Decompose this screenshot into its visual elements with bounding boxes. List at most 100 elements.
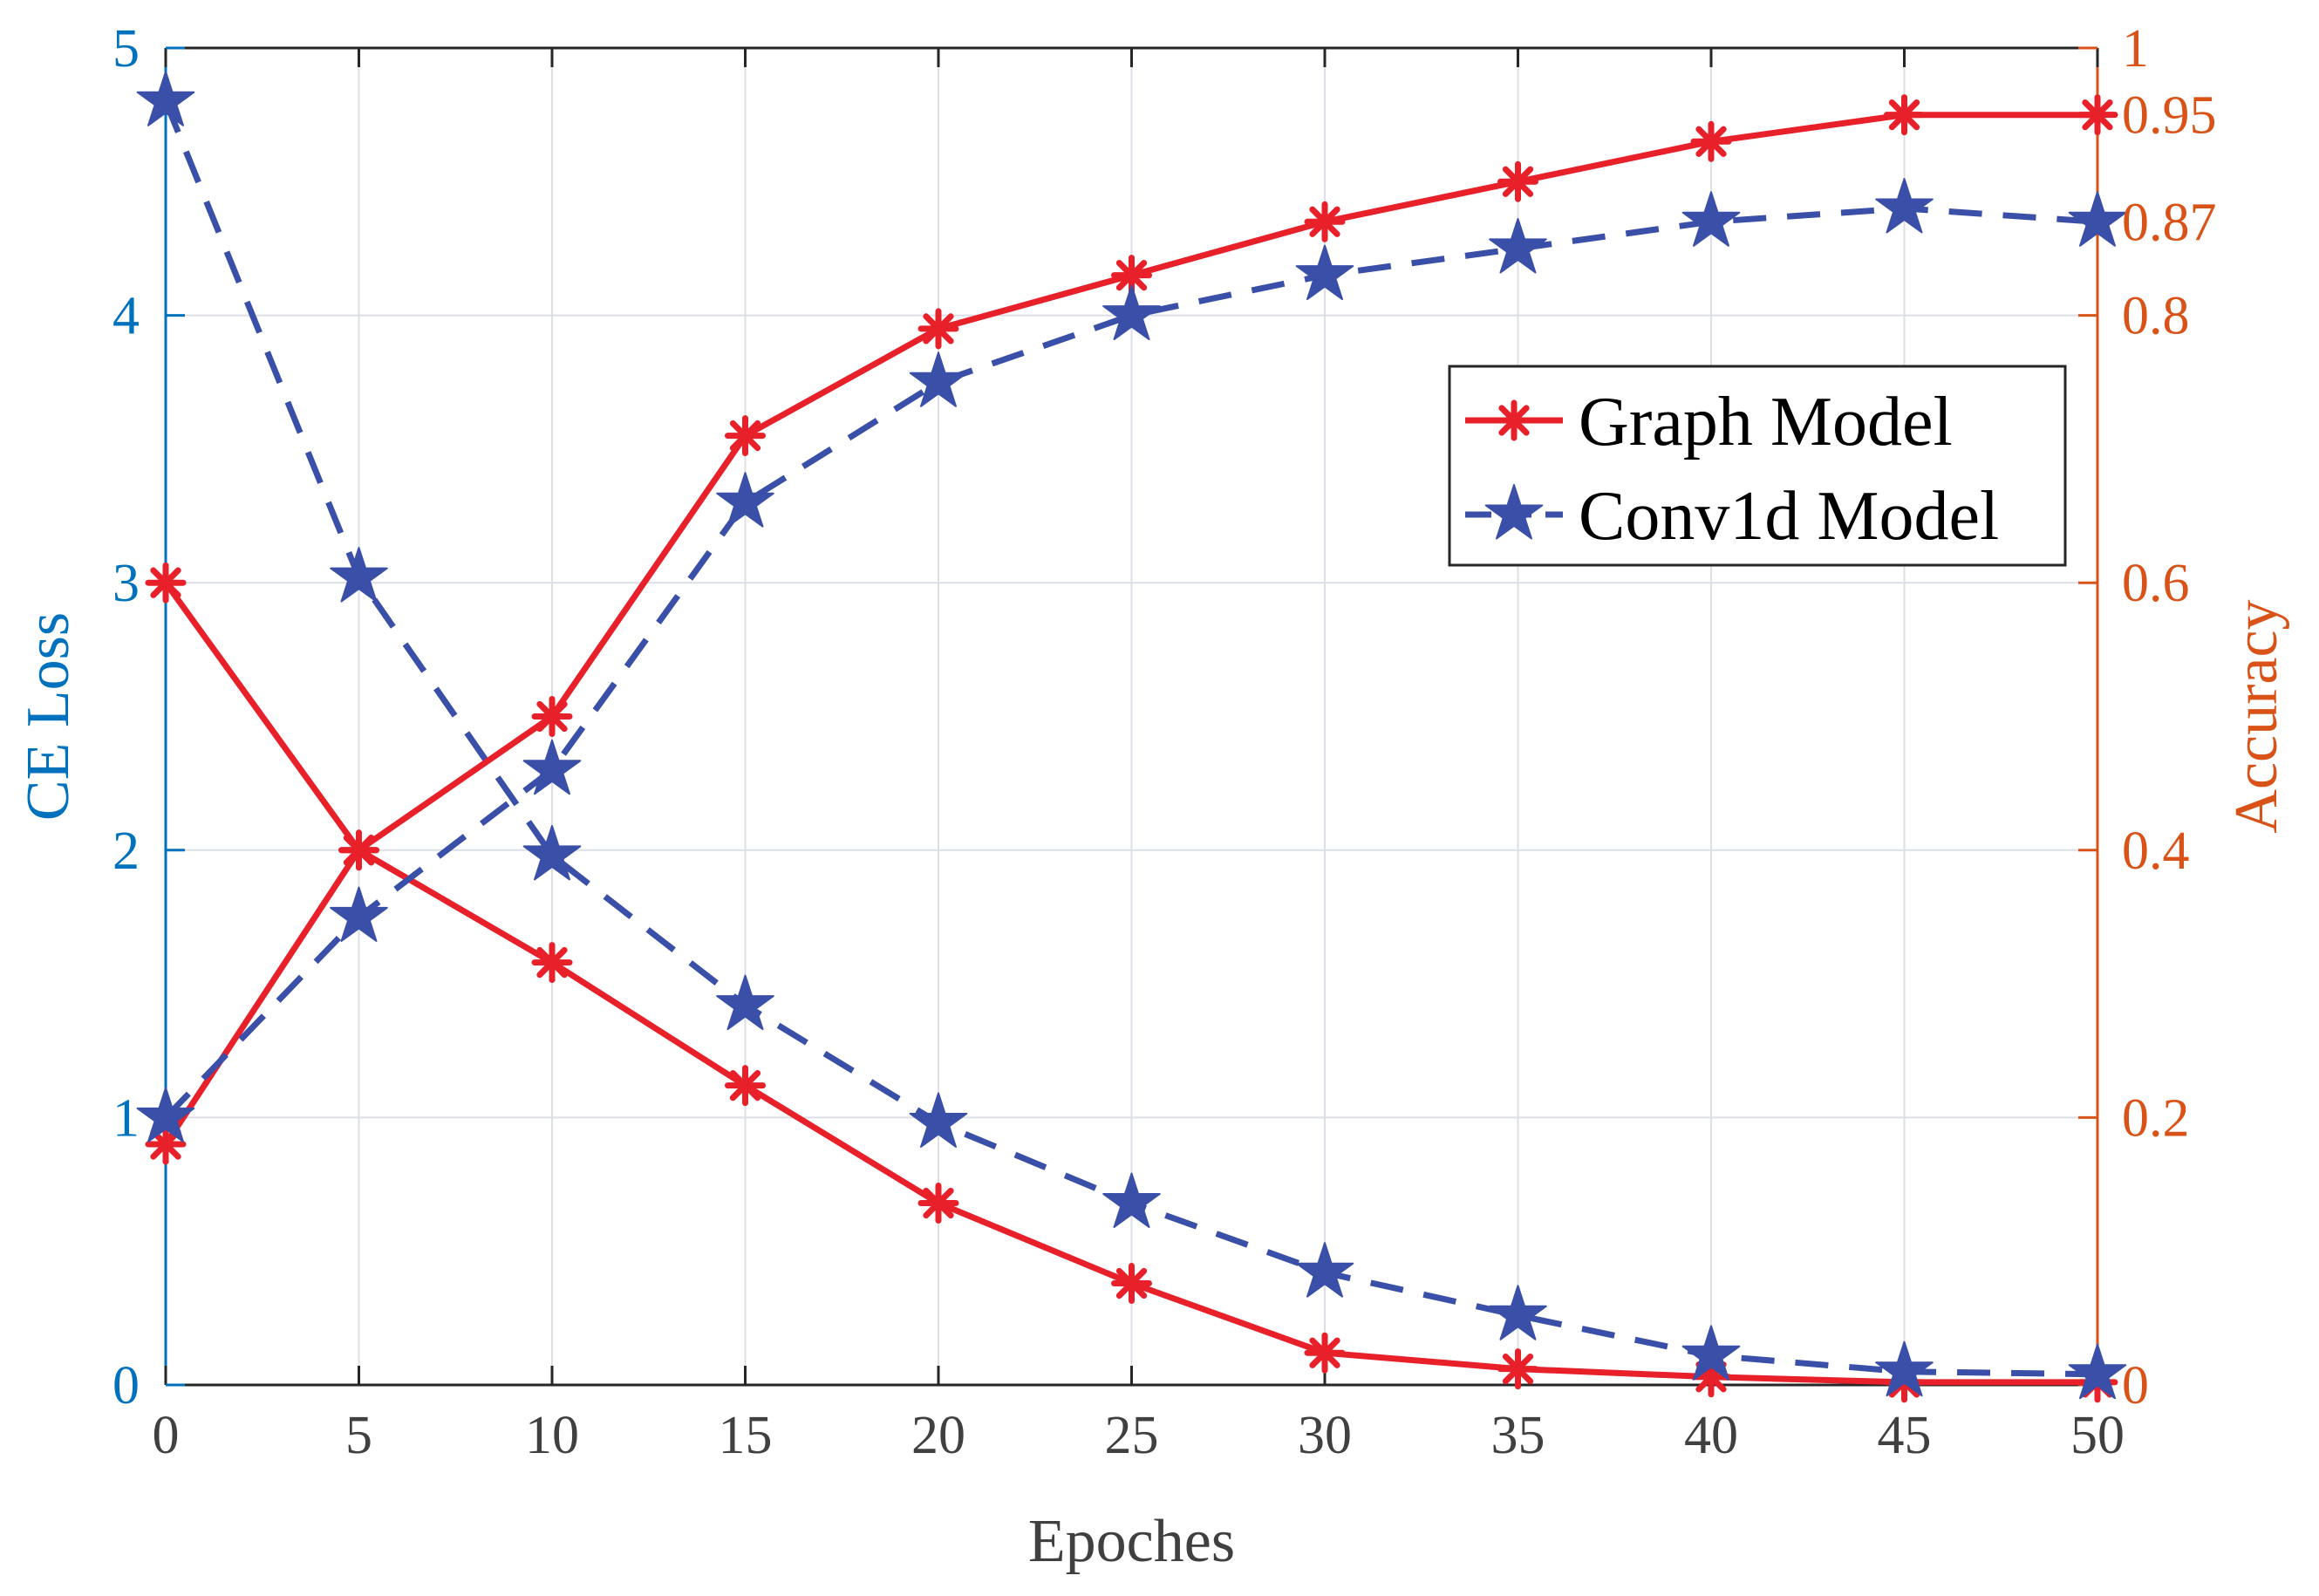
series-conv1d-model-loss [136, 71, 2127, 1400]
y-left-tick-label: 1 [113, 1088, 140, 1148]
legend-entry-graph-model: Graph Model [1465, 384, 1953, 460]
point-marker-conv1d-model-accuracy [330, 886, 388, 942]
point-marker-conv1d-model-accuracy [1875, 178, 1934, 234]
point-marker-conv1d-model-loss [1681, 1325, 1741, 1381]
point-marker-conv1d-model-accuracy [136, 1087, 195, 1142]
y-right-tick-label: 0.87 [2122, 193, 2217, 252]
x-tick-label: 45 [1878, 1406, 1932, 1465]
point-marker-graph-model-loss [1111, 1262, 1152, 1304]
y-right-tick-label: 0.6 [2122, 554, 2190, 613]
y-right-tick-label: 0 [2122, 1356, 2149, 1415]
point-marker-graph-model-accuracy-stroke [150, 1129, 181, 1160]
series-conv1d-model-accuracy [136, 178, 2127, 1142]
point-marker-conv1d-model-loss [136, 71, 195, 126]
x-tick-label: 50 [2070, 1406, 2125, 1465]
x-tick-label: 40 [1684, 1406, 1738, 1465]
point-marker-conv1d-model-loss [909, 1092, 968, 1148]
point-marker-graph-model-loss [531, 942, 573, 984]
x-tick-label: 0 [153, 1406, 180, 1465]
point-marker-graph-model-accuracy [1690, 120, 1732, 162]
point-marker-graph-model-loss [1497, 1348, 1538, 1390]
point-marker-conv1d-model-accuracy [1681, 191, 1741, 247]
series-group [136, 71, 2127, 1403]
x-tick-label: 15 [719, 1406, 773, 1465]
point-marker-conv1d-model-loss [1875, 1340, 1934, 1397]
point-marker-graph-model-loss-stroke [150, 567, 181, 598]
point-marker-graph-model-accuracy-stroke [1309, 206, 1340, 237]
point-marker-conv1d-model-loss [1489, 1285, 1547, 1340]
legend: Graph Model Conv1d Model [1448, 365, 2067, 567]
point-marker-graph-model-accuracy-stroke [2082, 99, 2113, 131]
x-tick-label: 35 [1491, 1406, 1545, 1465]
point-marker-conv1d-model-accuracy [522, 739, 582, 795]
point-marker-graph-model-accuracy [338, 829, 379, 871]
point-marker-conv1d-model-loss [2068, 1343, 2127, 1400]
point-marker-graph-model-accuracy [1304, 201, 1346, 242]
point-marker-conv1d-model-accuracy [1489, 218, 1547, 274]
x-axis-title: Epoches [1028, 1508, 1235, 1575]
point-marker-graph-model-accuracy [145, 1123, 187, 1165]
y-right-tick-label: 0.95 [2122, 86, 2217, 146]
point-marker-conv1d-model-accuracy [1102, 284, 1161, 341]
point-marker-graph-model-accuracy [531, 696, 573, 737]
point-marker-graph-model-loss-stroke [1309, 1337, 1340, 1368]
point-marker-conv1d-model-accuracy [2068, 191, 2127, 247]
x-tick-label: 30 [1298, 1406, 1352, 1465]
point-marker-graph-model-accuracy-stroke [1695, 126, 1727, 157]
point-marker-graph-model-accuracy [725, 415, 766, 457]
y-left-tick-label: 2 [113, 822, 140, 881]
point-marker-graph-model-accuracy [1497, 160, 1538, 202]
legend-marker-asterisk [1493, 399, 1535, 441]
legend-label-graph-model: Graph Model [1579, 384, 1953, 460]
legend-box [1448, 365, 2067, 567]
y-left-tick-label: 5 [113, 19, 140, 78]
y-right-tick-label: 0.8 [2122, 287, 2190, 346]
tick-labels: 0 5 10 15 20 25 30 35 40 45 5001234500.20.40.60.80… [113, 19, 2217, 1465]
point-marker-graph-model-loss [1304, 1332, 1346, 1374]
series-graph-model-accuracy [145, 94, 2118, 1165]
legend-marker-asterisk-stroke [1498, 405, 1530, 436]
point-marker-graph-model-accuracy [917, 308, 959, 350]
legend-entry-conv1d-model: Conv1d Model [1465, 478, 1999, 555]
x-tick-label: 25 [1105, 1406, 1159, 1465]
legend-label-conv1d-model: Conv1d Model [1579, 478, 1999, 555]
x-tick-label: 10 [525, 1406, 579, 1465]
point-marker-graph-model-loss-stroke [536, 946, 568, 979]
point-marker-graph-model-loss [145, 562, 187, 604]
legend-marker-star [1484, 484, 1544, 540]
point-marker-graph-model-loss-stroke [923, 1187, 954, 1219]
y-left-tick-label: 3 [113, 554, 140, 613]
y-left-tick-label: 4 [113, 287, 140, 346]
point-marker-conv1d-model-loss [1102, 1172, 1161, 1228]
point-marker-graph-model-accuracy-stroke [1502, 166, 1534, 197]
point-marker-conv1d-model-accuracy [1295, 244, 1354, 301]
point-marker-graph-model-accuracy-stroke [536, 700, 568, 733]
point-marker-conv1d-model-accuracy [909, 351, 968, 407]
y-right-axis-title: Accuracy [2223, 599, 2290, 833]
point-marker-graph-model-accuracy [2077, 94, 2118, 136]
point-marker-graph-model-accuracy [1884, 94, 1925, 136]
point-marker-graph-model-loss-stroke [1502, 1353, 1534, 1385]
point-marker-conv1d-model-loss [522, 824, 582, 881]
y-right-tick-label: 0.2 [2122, 1088, 2190, 1148]
point-marker-conv1d-model-loss [716, 974, 774, 1031]
point-marker-conv1d-model-loss [1295, 1242, 1354, 1298]
y-left-axis-title: CE Loss [15, 612, 82, 821]
x-tick-label: 5 [345, 1406, 372, 1465]
point-marker-graph-model-loss [917, 1183, 959, 1224]
point-marker-graph-model-loss-stroke [1115, 1267, 1148, 1299]
series-line-conv1d-model-accuracy [163, 205, 2098, 1120]
point-marker-conv1d-model-loss [330, 547, 388, 603]
point-marker-graph-model-accuracy-stroke [923, 313, 954, 344]
y-right-tick-label: 1 [2122, 19, 2149, 78]
point-marker-graph-model-accuracy-stroke [729, 419, 761, 452]
point-marker-graph-model-accuracy-stroke [1888, 99, 1920, 131]
y-right-tick-label: 0.4 [2122, 822, 2190, 881]
point-marker-graph-model-accuracy-stroke [1115, 259, 1148, 291]
y-left-tick-label: 0 [113, 1356, 140, 1415]
point-marker-conv1d-model-accuracy [716, 472, 774, 528]
point-marker-graph-model-loss [725, 1065, 766, 1107]
point-marker-graph-model-loss-stroke [729, 1069, 761, 1102]
